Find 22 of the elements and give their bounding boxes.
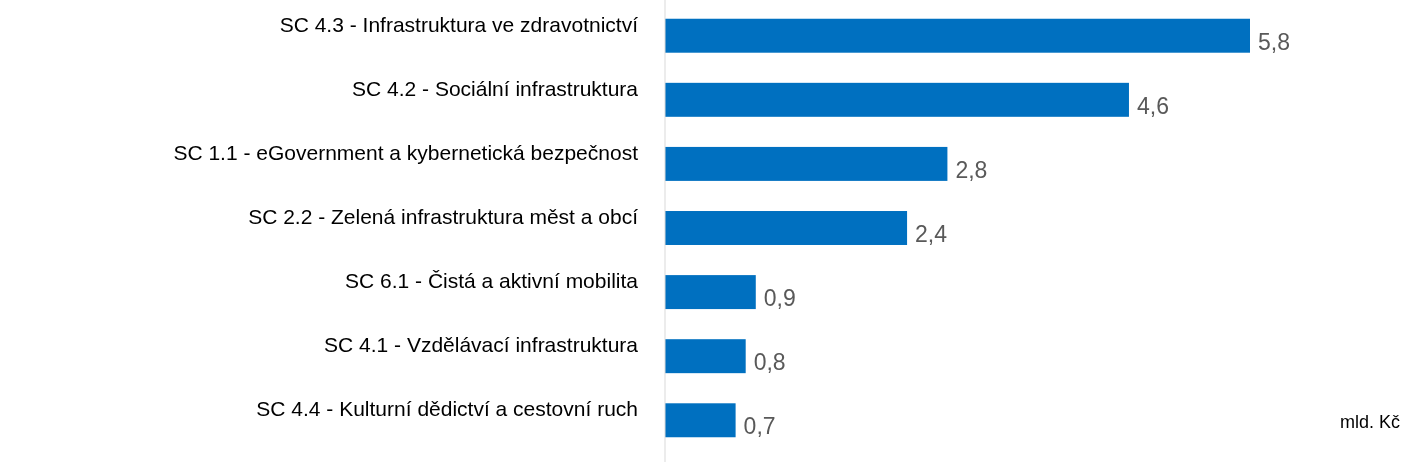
bar (665, 146, 948, 181)
data-label: 0,8 (753, 349, 786, 376)
y-tick-label: SC 4.3 - Infrastruktura ve zdravotnictví (279, 12, 639, 36)
y-tick-label: SC 4.1 - Vzdělávací infrastruktura (324, 333, 639, 357)
data-label: 0,9 (763, 285, 796, 312)
y-tick-label: SC 4.4 - Kulturní dědictví a cestovní ruch (256, 397, 638, 421)
bar (665, 18, 1250, 53)
y-tick-label: SC 4.2 - Sociální infrastruktura (352, 76, 639, 100)
y-tick-label: SC 6.1 - Čistá a aktivní mobilita (345, 269, 639, 293)
data-label: 5,8 (1258, 28, 1290, 55)
bar (665, 339, 746, 374)
x-axis-title: mld. Kč (1339, 412, 1400, 432)
bar (665, 403, 736, 438)
bar (665, 275, 756, 310)
data-label: 2,8 (955, 156, 988, 183)
bar (665, 211, 908, 245)
bar (665, 82, 1129, 117)
y-tick-label: SC 2.2 - Zelená infrastruktura měst a obcí (248, 205, 639, 228)
data-label: 0,7 (743, 413, 776, 440)
data-label: 4,6 (1136, 92, 1169, 119)
y-tick-label: SC 1.1 - eGovernment a kybernetická bezpečnost (173, 140, 639, 164)
data-label: 2,4 (915, 221, 948, 247)
